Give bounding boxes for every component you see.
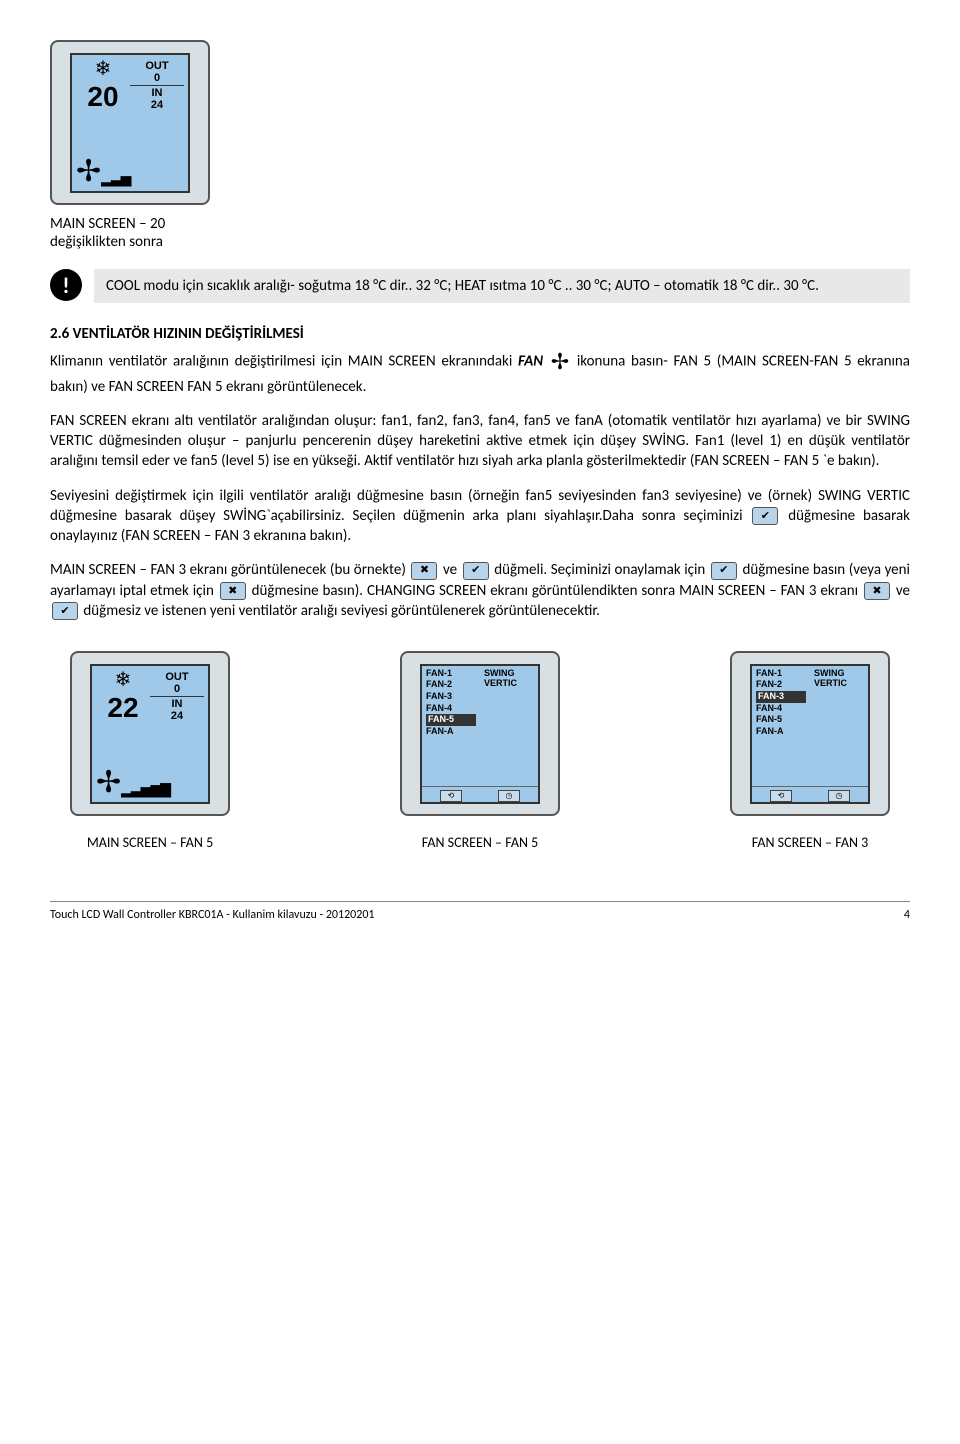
p4f: ve <box>896 582 910 600</box>
set-temp: 20 <box>87 81 118 113</box>
fan-icon: ✢ <box>96 768 121 798</box>
fan2-btn[interactable]: FAN-2 <box>426 679 476 691</box>
p4b: ve <box>443 561 461 579</box>
note-row: ! COOL modu için sıcaklık aralığı- soğut… <box>50 269 910 303</box>
fanA-btn[interactable]: FAN-A <box>426 726 476 738</box>
level-bars-icon: ▂▃▅ <box>101 170 130 187</box>
in-value: 24 <box>151 99 163 111</box>
out-label: OUT <box>145 60 168 72</box>
back-icon[interactable]: ⟲ <box>770 790 792 802</box>
panel-main-fan5: ❄ 22 OUT0 IN24 ✢ ▂▃▅▆▇ MAIN SCREEN – FAN… <box>50 651 250 851</box>
main-screen-20-panel: ❄ 20 OUT0 IN24 ✢ ▂▃▅ <box>50 40 210 205</box>
confirm-icon: ✔ <box>752 507 778 525</box>
fan-list: FAN-1 FAN-2 FAN-3 FAN-4 FAN-5 FAN-A <box>756 668 806 784</box>
in-label: IN <box>152 87 163 99</box>
para-2: FAN SCREEN ekranı altı ventilatör aralığ… <box>50 411 910 472</box>
exclamation-icon: ! <box>50 269 82 301</box>
fan3-btn[interactable]: FAN-3 <box>426 691 476 703</box>
p4a: MAIN SCREEN – FAN 3 ekranı görüntülenece… <box>50 561 409 579</box>
snowflake-icon: ❄ <box>115 670 132 690</box>
p4c: düğmeli. Seçiminizi onaylamak için <box>494 561 709 579</box>
cancel-icon: ✖ <box>864 582 890 600</box>
swing-label1: SWING <box>814 668 864 678</box>
fan-list: FAN-1 FAN-2 FAN-3 FAN-4 FAN-5 FAN-A <box>426 668 476 784</box>
confirm-icon: ✔ <box>463 562 489 580</box>
cancel-icon: ✖ <box>220 582 246 600</box>
swing-label2: VERTIC <box>484 678 534 688</box>
in-value: 24 <box>171 710 183 722</box>
panel1-caption: MAIN SCREEN – FAN 5 <box>87 834 213 851</box>
swing-col-selected[interactable]: SWING VERTIC <box>814 668 864 784</box>
para-1: Klimanın ventilatör aralığının değiştiri… <box>50 347 910 397</box>
fan5-btn-selected[interactable]: FAN-5 <box>426 714 476 726</box>
back-icon[interactable]: ⟲ <box>440 790 462 802</box>
fan1-btn[interactable]: FAN-1 <box>426 668 476 680</box>
top-caption: MAIN SCREEN – 20 değişiklikten sonra <box>50 215 910 251</box>
fan4-btn[interactable]: FAN-4 <box>426 703 476 715</box>
cancel-icon: ✖ <box>411 562 437 580</box>
panel2-caption: FAN SCREEN – FAN 5 <box>422 834 539 851</box>
swing-label2: VERTIC <box>814 678 864 688</box>
panel3-caption: FAN SCREEN – FAN 3 <box>752 834 869 851</box>
p1a: Klimanın ventilatör aralığının değiştiri… <box>50 352 518 370</box>
out-label: OUT <box>165 671 188 683</box>
confirm-icon: ✔ <box>52 602 78 620</box>
three-panels-row: ❄ 22 OUT0 IN24 ✢ ▂▃▅▆▇ MAIN SCREEN – FAN… <box>50 651 910 851</box>
fan2-btn[interactable]: FAN-2 <box>756 679 806 691</box>
confirm-icon: ✔ <box>711 562 737 580</box>
panel-fanscreen-5: FAN-1 FAN-2 FAN-3 FAN-4 FAN-5 FAN-A SWIN… <box>380 651 580 851</box>
p4g: düğmesiz ve istenen yeni ventilatör aral… <box>83 602 600 620</box>
level-bars-icon: ▂▃▅▆▇ <box>121 781 170 798</box>
snowflake-icon: ❄ <box>95 59 112 79</box>
set-temp: 22 <box>107 692 138 724</box>
bottom-buttons: ⟲ ◷ <box>752 786 868 802</box>
panel-fanscreen-3: FAN-1 FAN-2 FAN-3 FAN-4 FAN-5 FAN-A SWIN… <box>710 651 910 851</box>
fan1-btn[interactable]: FAN-1 <box>756 668 806 680</box>
caption-line1: MAIN SCREEN – 20 <box>50 215 165 233</box>
fan4-btn[interactable]: FAN-4 <box>756 703 806 715</box>
out-value: 0 <box>154 72 160 84</box>
para-3: Seviyesini değiştirmek için ilgili venti… <box>50 486 910 547</box>
timer-icon[interactable]: ◷ <box>498 790 520 802</box>
fan-icon: ✢ <box>76 157 101 187</box>
out-value: 0 <box>174 683 180 695</box>
fan5-btn[interactable]: FAN-5 <box>756 714 806 726</box>
section-heading: 2.6 VENTİLATÖR HIZININ DEĞİŞTİRİLMESİ <box>50 325 910 343</box>
bottom-buttons: ⟲ ◷ <box>422 786 538 802</box>
footer-page-number: 4 <box>904 908 910 922</box>
caption-line2: değişiklikten sonra <box>50 233 163 251</box>
timer-icon[interactable]: ◷ <box>828 790 850 802</box>
para-4: MAIN SCREEN – FAN 3 ekranı görüntülenece… <box>50 560 910 621</box>
fanA-btn[interactable]: FAN-A <box>756 726 806 738</box>
fan3-btn-selected[interactable]: FAN-3 <box>756 691 806 703</box>
fan-word: FAN <box>518 352 543 370</box>
fan-inline-icon: ✢ <box>551 347 569 377</box>
p4e: düğmesine basın). CHANGING SCREEN ekranı… <box>252 582 862 600</box>
section-2-6: 2.6 VENTİLATÖR HIZININ DEĞİŞTİRİLMESİ Kl… <box>50 325 910 621</box>
footer-left: Touch LCD Wall Controller KBRC01A - Kull… <box>50 908 375 922</box>
p3a: Seviyesini değiştirmek için ilgili venti… <box>50 487 910 525</box>
swing-label1: SWING <box>484 668 534 678</box>
swing-col[interactable]: SWING VERTIC <box>484 668 534 784</box>
page-footer: Touch LCD Wall Controller KBRC01A - Kull… <box>50 901 910 922</box>
lcd-display: ❄ 20 OUT0 IN24 ✢ ▂▃▅ <box>70 53 190 193</box>
note-box: COOL modu için sıcaklık aralığı- soğutma… <box>94 269 910 303</box>
in-label: IN <box>172 698 183 710</box>
